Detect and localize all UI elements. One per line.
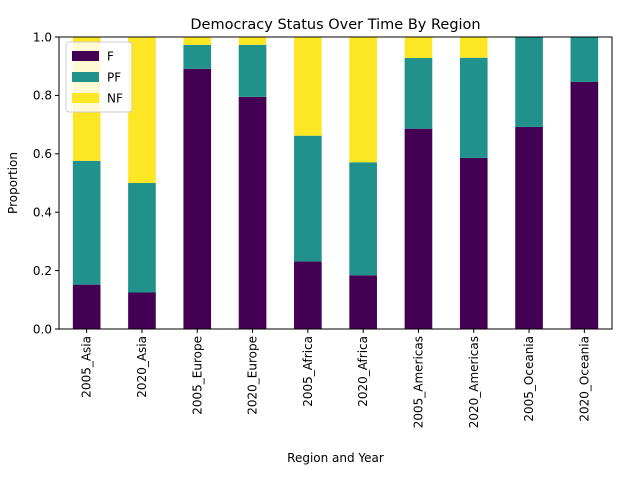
y-axis-label: Proportion [6,152,20,214]
bar-F-2005_Africa [294,261,322,329]
bar-NF-2005_Americas [404,37,433,59]
x-axis-label: Region and Year [287,451,384,465]
x-tick-label: 2020_Oceania [577,336,591,422]
x-tick-label: 2020_Africa [356,336,370,407]
bar-F-2005_Americas [404,128,433,329]
bar-NF-2005_Africa [294,37,322,136]
x-tick-label: 2005_Oceania [522,336,536,422]
bar-PF-2020_Americas [459,57,488,158]
legend-swatch-PF [72,72,99,82]
bar-PF-2020_Asia [128,183,156,293]
x-tick-label: 2005_Asia [80,336,94,398]
y-tick-label: 0.8 [33,89,52,103]
x-tick-label: 2020_Europe [246,336,260,415]
bar-NF-2005_Europe [183,37,212,45]
plot-frame [58,36,613,330]
bar-PF-2020_Oceania [570,37,599,82]
legend-swatch-F [72,51,99,61]
bar-NF-2020_Africa [349,37,377,163]
y-axis: 0.0 0.2 0.4 0.6 0.8 1.0 [33,30,59,336]
bar-PF-2005_Africa [294,135,322,262]
legend-label-NF: NF [107,92,123,106]
bar-F-2020_Asia [128,292,156,329]
bar-F-2020_Europe [238,96,267,329]
bar-PF-2005_Europe [183,44,212,69]
chart-title: Democracy Status Over Time By Region [190,17,480,33]
y-tick-label: 0.0 [33,322,52,336]
y-tick-label: 0.4 [33,206,52,220]
legend-swatch-NF [72,93,99,103]
x-tick-label: 2005_Europe [190,336,204,415]
x-axis: 2005_Asia 2020_Asia 2005_Europe 2020_Europe… [80,329,591,428]
bar-PF-2020_Europe [238,44,267,97]
legend-label-PF: PF [107,71,121,85]
x-tick-label: 2005_Americas [411,336,425,428]
bar-NF-2020_Asia [128,37,156,183]
y-tick-label: 0.2 [33,264,52,278]
bar-F-2005_Asia [72,284,101,329]
bar-PF-2005_Oceania [515,37,543,127]
bar-F-2005_Europe [183,68,212,329]
bar-F-2020_Africa [349,275,377,329]
bar-F-2005_Oceania [515,126,543,329]
legend: F PF NF [65,41,133,113]
x-tick-label: 2020_Americas [467,336,481,428]
bar-F-2020_Oceania [570,81,599,329]
legend-label-F: F [107,50,114,64]
bar-PF-2005_Americas [404,58,433,129]
bar-NF-2020_Europe [238,37,267,45]
y-tick-label: 0.6 [33,147,52,161]
y-tick-label: 1.0 [33,30,52,44]
bar-NF-2020_Americas [459,37,488,58]
bar-PF-2020_Africa [349,162,377,276]
x-tick-label: 2005_Africa [301,336,315,407]
bar-F-2020_Americas [459,157,488,329]
x-tick-label: 2020_Asia [135,336,149,398]
bar-PF-2005_Asia [72,160,101,285]
